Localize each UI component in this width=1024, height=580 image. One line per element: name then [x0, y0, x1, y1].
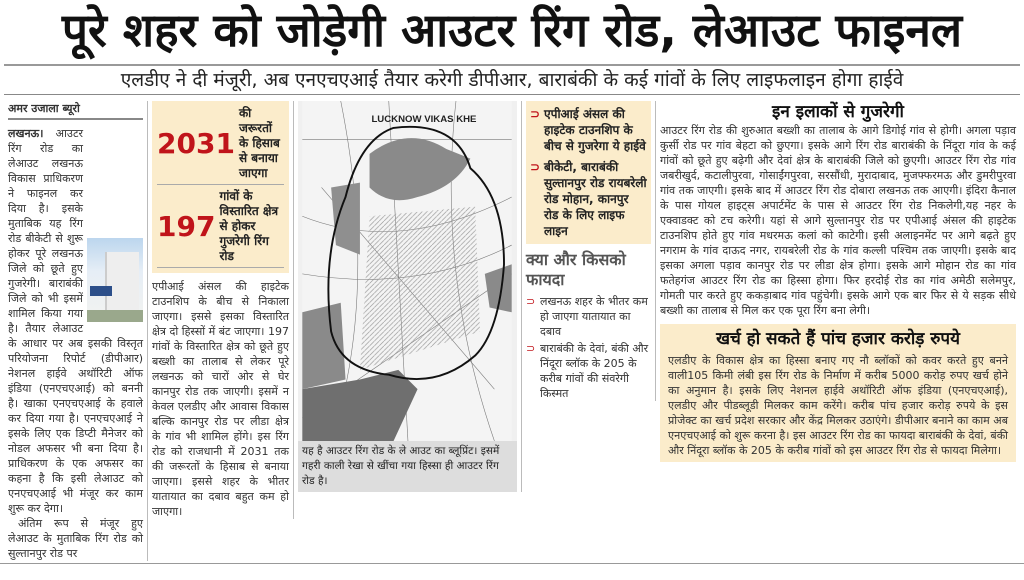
- highlights-box: ⊃ एपीआई अंसल की हाइटेक टाउनशिप के बीच से …: [526, 101, 651, 244]
- article-col1-text: लखनऊ। आउटर रिंग रोड का लेआउट लखनऊ विकास …: [8, 126, 143, 561]
- fact-text: की जरूरतों के हिसाब से बनाया जाएगा: [238, 106, 280, 180]
- paragraph: आउटर रिंग रोड का लेआउट लखनऊ विकास प्राधि…: [8, 127, 143, 515]
- benefit-item: ⊃ बाराबंकी के देवां, बंकी और निंदूरा ब्लॉ…: [526, 342, 649, 400]
- fact-box: 2031 की जरूरतों के हिसाब से बनाया जाएगा …: [152, 101, 289, 273]
- headline: पूरे शहर को जोड़ेगी आउटर रिंग रोड, लेआउट…: [61, 3, 963, 57]
- map-label: LUCKNOW VIKAS KHE: [371, 114, 477, 125]
- divider: [4, 64, 1020, 66]
- fact-text: गांवों के विस्तारित क्षेत्र से होकर गुजर…: [219, 189, 279, 263]
- highlight-item: ⊃ एपीआई अंसल की हाइटेक टाउनशिप के बीच से …: [530, 107, 646, 153]
- map-caption: यह है आउटर रिंग रोड के ले आउट का ब्लूप्र…: [298, 441, 517, 492]
- highlight-item: ⊃ बीकेटी, बाराबंकी सुल्तानपुर रोड रायबरेल…: [530, 160, 647, 238]
- map-column: LUCKNOW VIKAS KHE यह है आउटर रिंग रोड के…: [294, 101, 522, 492]
- paragraph: एपीआई अंसल की हाइटेक टाउनशिप के बीच से न…: [152, 280, 289, 518]
- fact-number: 2031: [157, 126, 235, 160]
- dateline: लखनऊ।: [8, 127, 44, 140]
- divider: [0, 563, 1024, 564]
- cost-box: खर्च हो सकते हैं पांच हजार करोड़ रुपये ए…: [660, 324, 1016, 462]
- benefit-item: ⊃ लखनऊ शहर के भीतर कम हो जाएगा यातायात का…: [526, 295, 648, 338]
- lda-building-photo: [87, 238, 143, 322]
- ring-road-map: LUCKNOW VIKAS KHE यह है आउटर रिंग रोड के…: [298, 101, 517, 492]
- highlights-column: ⊃ एपीआई अंसल की हाइटेक टाउनशिप के बीच से …: [522, 101, 656, 401]
- byline: अमर उजाला ब्यूरो: [8, 101, 143, 120]
- article-col2: 2031 की जरूरतों के हिसाब से बनाया जाएगा …: [148, 101, 294, 519]
- map-graphic: LUCKNOW VIKAS KHE: [302, 101, 512, 441]
- fact-item: 2031 की जरूरतों के हिसाब से बनाया जाएगा: [157, 106, 284, 185]
- fact-item: 197 गांवों के विस्तारित क्षेत्र से होकर …: [157, 189, 284, 268]
- paragraph: अंतिम रूप से मंजूर हुए लेआउट के मुताबिक …: [8, 517, 143, 560]
- route-text: आउटर रिंग रोड की शुरुआत बख्शी का तालाब क…: [660, 124, 1016, 317]
- article-columns: अमर उजाला ब्यूरो लखनऊ। आउटर रिंग रोड का …: [0, 101, 1024, 561]
- cost-heading: खर्च हो सकते हैं पांच हजार करोड़ रुपये: [716, 329, 960, 349]
- benefits-heading: क्या और किसको फायदा: [526, 250, 626, 289]
- cost-text: एलडीए के विकास क्षेत्र का हिस्सा बनाए गए…: [668, 354, 1008, 457]
- route-column: इन इलाकों से गुजरेगी आउटर रिंग रोड की शु…: [656, 101, 1020, 462]
- benefits-list: ⊃ लखनऊ शहर के भीतर कम हो जाएगा यातायात का…: [526, 294, 651, 401]
- divider: [4, 94, 1020, 95]
- subheadline: एलडीए ने दी मंजूरी, अब एनएचएआई तैयार करे…: [120, 69, 904, 91]
- route-heading: इन इलाकों से गुजरेगी: [772, 102, 904, 122]
- masthead: पूरे शहर को जोड़ेगी आउटर रिंग रोड, लेआउट…: [0, 0, 1024, 95]
- article-col1: अमर उजाला ब्यूरो लखनऊ। आउटर रिंग रोड का …: [4, 101, 148, 561]
- fact-number: 197: [157, 209, 216, 243]
